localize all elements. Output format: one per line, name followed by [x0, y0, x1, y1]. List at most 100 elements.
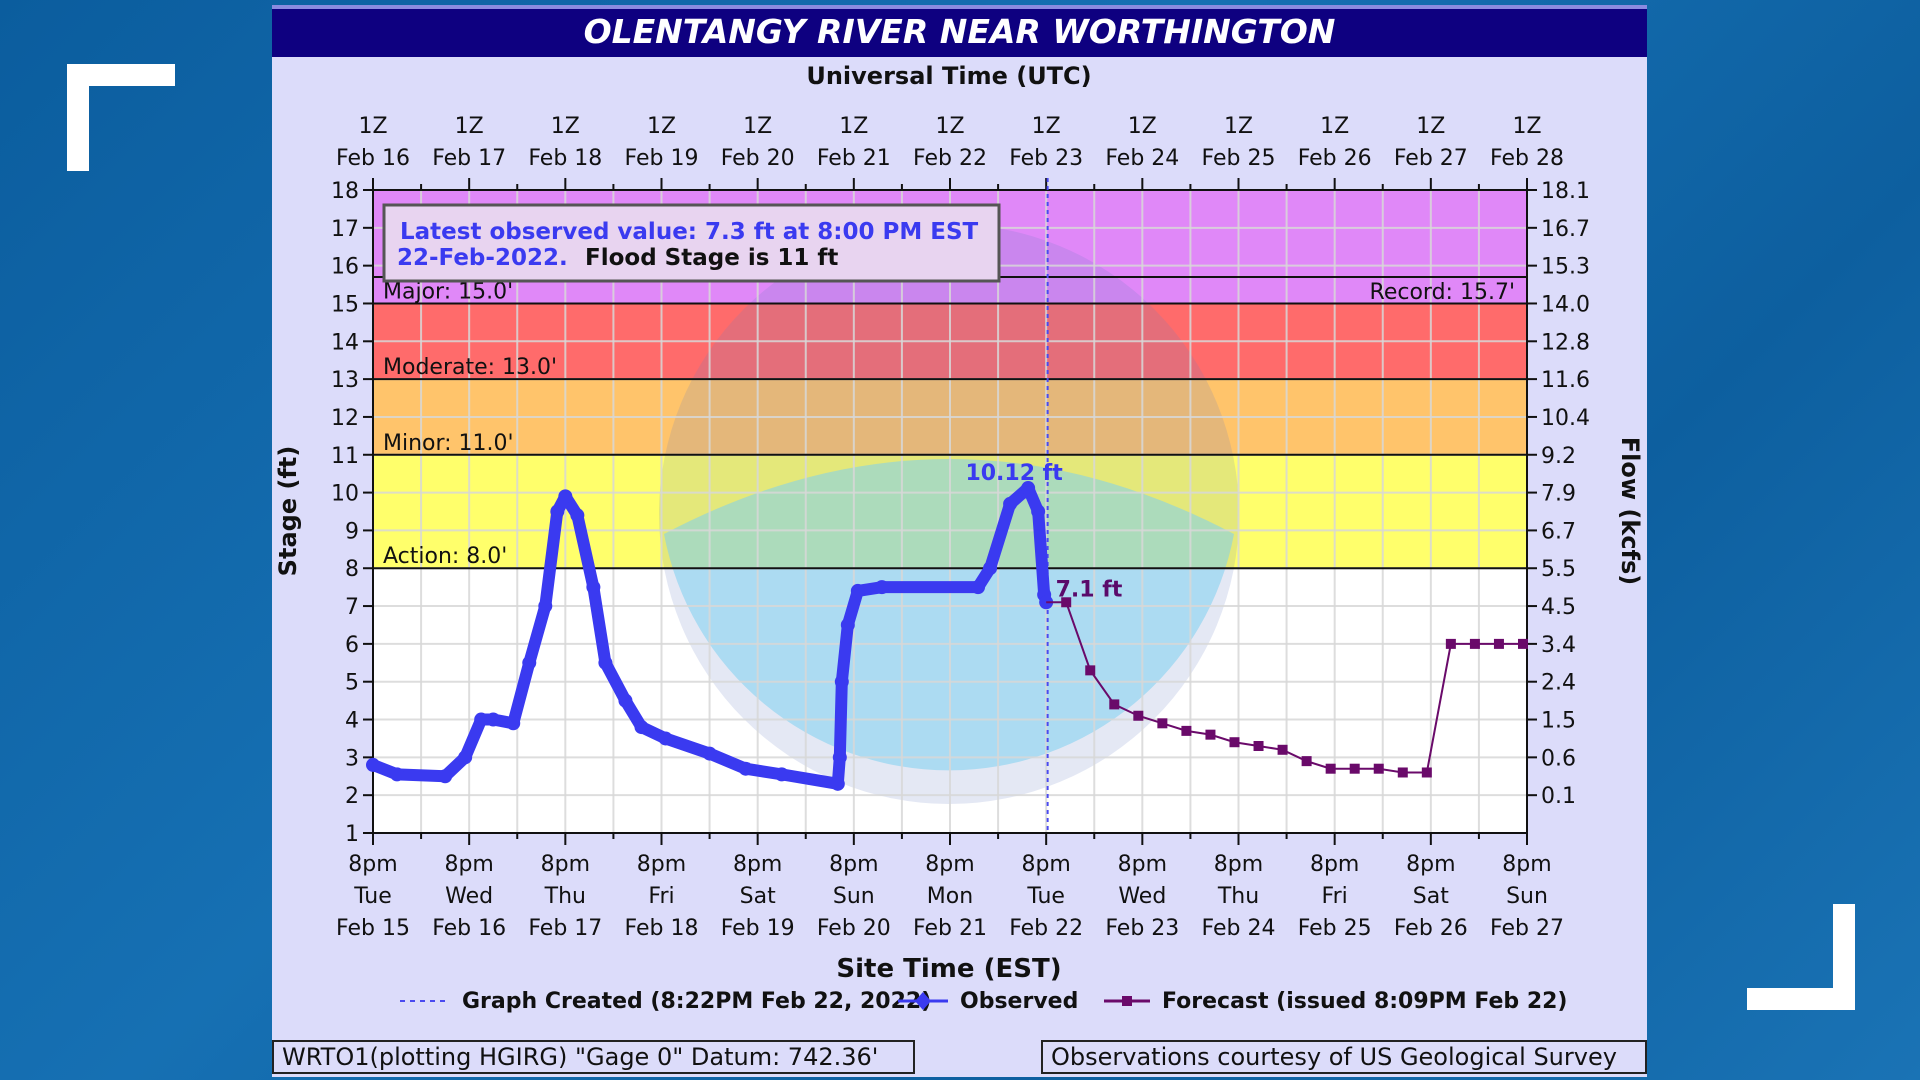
- bottom-tick-time: 8pm: [444, 852, 493, 877]
- forecast-point: [1253, 741, 1264, 752]
- observed-point: [634, 720, 649, 735]
- top-tick-date: Feb 23: [1009, 146, 1083, 171]
- top-tick-date: Feb 18: [528, 146, 602, 171]
- y-tick-label: 6: [345, 633, 359, 658]
- bottom-tick-day: Tue: [1026, 884, 1065, 909]
- bottom-tick-time: 8pm: [733, 852, 782, 877]
- y2-tick-label: 15.3: [1541, 255, 1590, 280]
- observed-point: [658, 731, 673, 746]
- bottom-tick-date: Feb 24: [1202, 916, 1276, 941]
- observed-point: [506, 716, 521, 731]
- top-tick-date: Feb 21: [817, 146, 891, 171]
- y-tick-label: 13: [331, 368, 359, 393]
- top-tick-date: Feb 16: [336, 146, 410, 171]
- flood-label-minor: Minor: 11.0': [383, 431, 514, 456]
- forecast-point: [1349, 763, 1360, 774]
- forecast-point: [1229, 737, 1240, 748]
- forecast-point: [1205, 729, 1216, 740]
- top-tick-time: 1Z: [1224, 114, 1253, 139]
- bottom-tick-date: Feb 17: [528, 916, 602, 941]
- observed-point: [550, 504, 565, 519]
- forecast-point: [1181, 725, 1192, 736]
- forecast-point: [1517, 638, 1528, 649]
- top-tick-time: 1Z: [1512, 114, 1541, 139]
- bottom-tick-time: 8pm: [1502, 852, 1551, 877]
- hydrograph-panel: OLENTANGY RIVER NEAR WORTHINGTON Major: …: [272, 5, 1647, 1077]
- top-tick-time: 1Z: [358, 114, 387, 139]
- bottom-tick-date: Feb 19: [721, 916, 795, 941]
- top-tick-date: Feb 28: [1490, 146, 1564, 171]
- bottom-tick-day: Wed: [1118, 884, 1166, 909]
- bottom-tick-date: Feb 22: [1009, 916, 1083, 941]
- y2-tick-label: 2.4: [1541, 671, 1576, 696]
- y-tick-label: 7: [345, 595, 359, 620]
- y-tick-label: 16: [331, 255, 359, 280]
- observed-point: [774, 767, 789, 782]
- bottom-tick-time: 8pm: [1214, 852, 1263, 877]
- observed-point: [438, 769, 453, 784]
- bottom-tick-date: Feb 20: [817, 916, 891, 941]
- top-tick-time: 1Z: [1320, 114, 1349, 139]
- y-tick-label: 11: [331, 444, 359, 469]
- observed-point: [586, 580, 601, 595]
- peak-value-label: 10.12 ft: [965, 461, 1063, 486]
- observed-point: [874, 580, 889, 595]
- y-tick-label: 17: [331, 217, 359, 242]
- top-tick-time: 1Z: [935, 114, 964, 139]
- top-tick-time: 1Z: [647, 114, 676, 139]
- corner-bracket-top-left: [67, 64, 175, 171]
- bottom-tick-date: Feb 21: [913, 916, 987, 941]
- forecast-point: [1277, 744, 1288, 755]
- forecast-point: [1397, 767, 1408, 778]
- observed-point: [538, 599, 553, 614]
- observed-point: [834, 674, 849, 689]
- forecast-point: [1469, 638, 1480, 649]
- observed-point: [474, 712, 489, 727]
- y2-tick-label: 4.5: [1541, 595, 1576, 620]
- legend-forecast: Forecast (issued 8:09PM Feb 22): [1162, 989, 1568, 1014]
- gage-datum-box: WRTO1(plotting HGIRG) "Gage 0" Datum: 74…: [272, 1040, 915, 1074]
- bottom-tick-day: Sat: [1413, 884, 1449, 909]
- observed-point: [840, 617, 855, 632]
- bottom-tick-time: 8pm: [541, 852, 590, 877]
- observed-point: [830, 776, 845, 791]
- legend-forecast-square-icon: [1122, 996, 1132, 1006]
- flood-label-action: Action: 8.0': [383, 544, 507, 569]
- top-tick-date: Feb 24: [1105, 146, 1179, 171]
- bottom-tick-day: Thu: [544, 884, 586, 909]
- observed-point: [390, 767, 405, 782]
- y-tick-label: 8: [345, 557, 359, 582]
- top-tick-date: Feb 27: [1394, 146, 1468, 171]
- legend-observed: Observed: [960, 989, 1078, 1014]
- top-axis-title: Universal Time (UTC): [806, 62, 1091, 90]
- legend-observed-diamond-icon: [915, 992, 931, 1010]
- observed-point: [486, 712, 501, 727]
- y-tick-label: 2: [345, 784, 359, 809]
- observed-point: [598, 655, 613, 670]
- observed-point: [570, 508, 585, 523]
- observed-point: [1021, 481, 1036, 496]
- bottom-tick-date: Feb 27: [1490, 916, 1564, 941]
- y2-tick-label: 10.4: [1541, 406, 1590, 431]
- observed-point: [832, 750, 847, 765]
- y-tick-label: 9: [345, 519, 359, 544]
- observed-point: [522, 655, 537, 670]
- observed-point: [458, 750, 473, 765]
- chart-title: OLENTANGY RIVER NEAR WORTHINGTON: [272, 5, 1647, 57]
- bottom-tick-day: Sun: [1506, 884, 1548, 909]
- top-tick-date: Feb 19: [625, 146, 699, 171]
- y2-tick-label: 5.5: [1541, 557, 1576, 582]
- y2-tick-label: 14.0: [1541, 292, 1590, 317]
- forecast-point: [1133, 710, 1144, 721]
- forecast-point: [1085, 665, 1096, 676]
- y-tick-label: 14: [331, 330, 359, 355]
- observed-point: [1031, 504, 1046, 519]
- bottom-tick-date: Feb 16: [432, 916, 506, 941]
- latest-observed-box: [382, 203, 1001, 283]
- y2-tick-label: 3.4: [1541, 633, 1576, 658]
- y-tick-label: 12: [331, 406, 359, 431]
- forecast-point: [1373, 763, 1384, 774]
- bottom-tick-day: Mon: [927, 884, 973, 909]
- latest-observed-text: Latest observed value: 7.3 ft at 8:00 PM…: [400, 219, 979, 245]
- bottom-tick-time: 8pm: [1406, 852, 1455, 877]
